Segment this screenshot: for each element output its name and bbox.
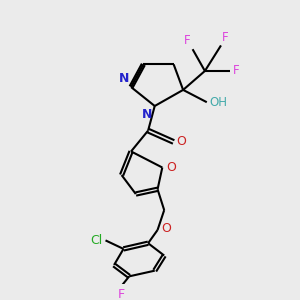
Text: F: F — [118, 288, 125, 300]
Text: OH: OH — [210, 96, 228, 109]
Text: O: O — [166, 161, 176, 174]
Text: O: O — [161, 222, 171, 235]
Text: N: N — [119, 72, 129, 85]
Text: O: O — [176, 136, 186, 148]
Text: F: F — [233, 64, 240, 77]
Text: F: F — [184, 34, 191, 47]
Text: Cl: Cl — [90, 234, 103, 247]
Text: N: N — [142, 108, 152, 121]
Text: F: F — [222, 31, 229, 44]
